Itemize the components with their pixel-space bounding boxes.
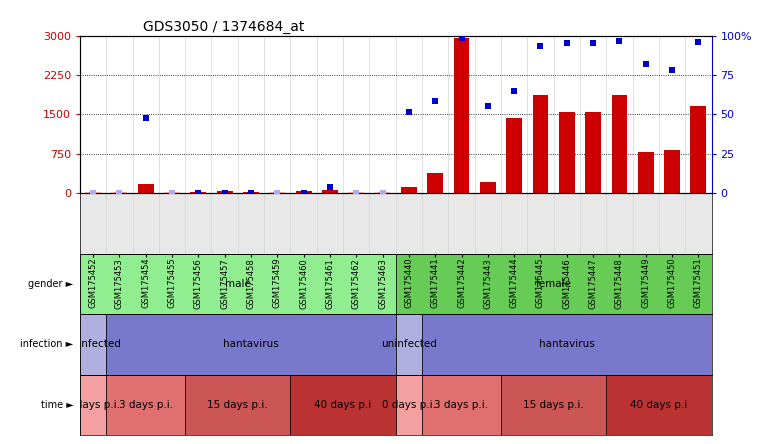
Bar: [296, 191, 311, 193]
Bar: [396, 314, 422, 375]
Bar: [396, 254, 712, 314]
Bar: [585, 112, 601, 193]
Bar: [85, 192, 101, 193]
Text: female: female: [536, 279, 572, 289]
Bar: [664, 150, 680, 193]
Bar: [396, 375, 422, 435]
Bar: [454, 38, 470, 193]
Text: GDS3050 / 1374684_at: GDS3050 / 1374684_at: [143, 20, 304, 35]
Text: uninfected: uninfected: [381, 339, 437, 349]
Bar: [322, 190, 338, 193]
Bar: [138, 184, 154, 193]
Bar: [185, 375, 291, 435]
Text: 3 days p.i.: 3 days p.i.: [119, 400, 173, 410]
Bar: [480, 182, 495, 193]
Bar: [190, 191, 206, 193]
Text: 40 days p.i: 40 days p.i: [314, 400, 371, 410]
Bar: [217, 191, 233, 193]
Bar: [638, 152, 654, 193]
Bar: [80, 254, 396, 314]
Text: uninfected: uninfected: [65, 339, 121, 349]
Text: 40 days p.i: 40 days p.i: [630, 400, 687, 410]
Text: hantavirus: hantavirus: [223, 339, 279, 349]
Bar: [422, 375, 501, 435]
Bar: [291, 375, 396, 435]
Text: 0 days p.i.: 0 days p.i.: [66, 400, 120, 410]
Bar: [607, 375, 712, 435]
Bar: [80, 314, 107, 375]
Bar: [612, 95, 627, 193]
Bar: [107, 375, 185, 435]
Bar: [374, 192, 390, 193]
Bar: [269, 192, 285, 193]
Text: gender ►: gender ►: [28, 279, 74, 289]
Text: time ►: time ►: [41, 400, 74, 410]
Bar: [164, 192, 180, 193]
Bar: [506, 118, 522, 193]
Bar: [422, 314, 712, 375]
Text: 15 days p.i.: 15 days p.i.: [524, 400, 584, 410]
Bar: [401, 187, 417, 193]
Text: hantavirus: hantavirus: [539, 339, 594, 349]
Text: male: male: [224, 279, 251, 289]
Bar: [80, 375, 107, 435]
Bar: [107, 314, 396, 375]
Text: 15 days p.i.: 15 days p.i.: [208, 400, 268, 410]
Text: infection ►: infection ►: [21, 339, 74, 349]
Bar: [349, 192, 365, 193]
Bar: [533, 95, 549, 193]
Text: 0 days p.i.: 0 days p.i.: [382, 400, 436, 410]
Bar: [690, 107, 706, 193]
Bar: [112, 192, 127, 193]
Bar: [243, 191, 259, 193]
Bar: [501, 375, 607, 435]
Bar: [559, 112, 575, 193]
Text: 3 days p.i.: 3 days p.i.: [435, 400, 489, 410]
Bar: [428, 173, 443, 193]
